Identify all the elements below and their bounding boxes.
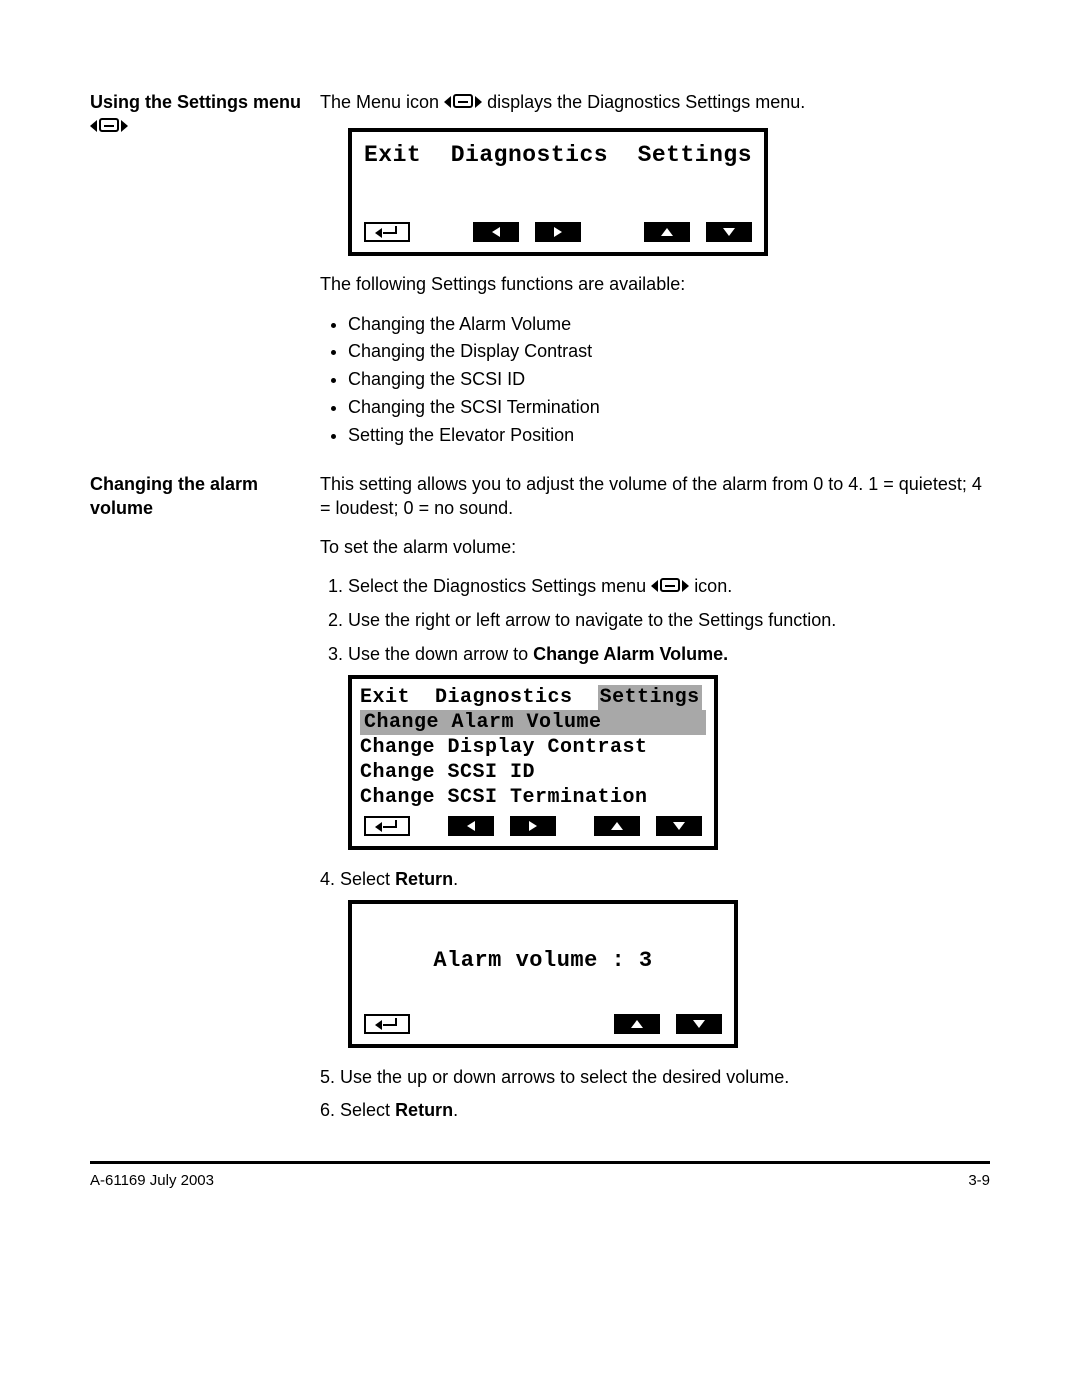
list-item: Changing the Display Contrast [348, 338, 990, 366]
intro-pre: The Menu icon [320, 92, 444, 112]
menu-icon [444, 94, 482, 111]
enter-button[interactable] [364, 222, 410, 242]
step-text: Use the down arrow to [348, 644, 533, 664]
lcd-settings-highlighted: Settings [598, 685, 702, 710]
lcd-panel-main: Exit Diagnostics Settings [348, 128, 768, 256]
lcd-exit: Exit [360, 686, 410, 709]
menu-icon [651, 578, 689, 595]
lcd-panel-alarm-volume: Alarm volume : 3 [348, 900, 738, 1048]
step-2: Use the right or left arrow to navigate … [348, 607, 990, 635]
footer-doc-id: A-61169 July 2003 [90, 1172, 214, 1189]
up-button[interactable] [614, 1014, 660, 1034]
step-bold: Change Alarm Volume. [533, 644, 728, 664]
body-alarm: This setting allows you to adjust the vo… [320, 472, 990, 1131]
enter-button[interactable] [364, 816, 410, 836]
menu-icon [90, 118, 128, 135]
lcd-row-highlighted: Change Alarm Volume [360, 710, 706, 735]
down-button[interactable] [656, 816, 702, 836]
down-button[interactable] [676, 1014, 722, 1034]
lcd-row: Change SCSI ID [360, 760, 706, 785]
functions-list: Changing the Alarm Volume Changing the D… [320, 311, 990, 450]
step-text: . [453, 1100, 458, 1120]
step-text: . [453, 869, 458, 889]
alarm-step-4: Select Return. [320, 866, 990, 894]
step-6: Select Return. [320, 1097, 990, 1125]
body-settings: The Menu icon displays the Diagnostics S… [320, 90, 990, 472]
lcd-button-row [352, 1014, 734, 1044]
step-5: Use the up or down arrows to select the … [320, 1064, 990, 1092]
step-text: Select [340, 1100, 395, 1120]
lcd-text: Exit Diagnostics Settings [352, 132, 764, 222]
alarm-steps-5to6: Use the up or down arrows to select the … [320, 1064, 990, 1126]
step-text: icon. [694, 576, 732, 596]
intro-line: The Menu icon displays the Diagnostics S… [320, 90, 990, 114]
alarm-p2: To set the alarm volume: [320, 535, 990, 559]
right-button[interactable] [510, 816, 556, 836]
lcd-row: Change Display Contrast [360, 735, 706, 760]
lcd-text: Exit Diagnostics Settings Change Alarm V… [352, 679, 714, 816]
left-button[interactable] [473, 222, 519, 242]
lcd-button-row [352, 816, 714, 846]
alarm-steps-1to3: Select the Diagnostics Settings menu ico… [320, 573, 990, 669]
list-item: Setting the Elevator Position [348, 422, 990, 450]
lcd-diag: Diagnostics [451, 142, 608, 168]
functions-intro: The following Settings functions are ava… [320, 272, 990, 296]
step-1: Select the Diagnostics Settings menu ico… [348, 573, 990, 601]
lcd-text: Alarm volume : 3 [352, 904, 734, 1014]
left-button[interactable] [448, 816, 494, 836]
side-heading-settings: Using the Settings menu [90, 90, 310, 472]
alarm-volume-value: Alarm volume : 3 [433, 948, 652, 973]
step-bold: Return [395, 1100, 453, 1120]
down-button[interactable] [706, 222, 752, 242]
list-item: Changing the SCSI ID [348, 366, 990, 394]
step-text: Select [340, 869, 395, 889]
step-3: Use the down arrow to Change Alarm Volum… [348, 641, 990, 669]
lcd-panel-settings-list: Exit Diagnostics Settings Change Alarm V… [348, 675, 718, 850]
heading-text: Using the Settings menu [90, 92, 301, 112]
alarm-p1: This setting allows you to adjust the vo… [320, 472, 990, 521]
lcd-settings: Settings [638, 142, 752, 168]
lcd-button-row [352, 222, 764, 252]
list-item: Changing the Alarm Volume [348, 311, 990, 339]
up-button[interactable] [644, 222, 690, 242]
intro-post: displays the Diagnostics Settings menu. [487, 92, 805, 112]
lcd-exit: Exit [364, 142, 421, 168]
side-heading-alarm: Changing the alarm volume [90, 472, 310, 1131]
lcd-diag: Diagnostics [435, 686, 573, 709]
list-item: Changing the SCSI Termination [348, 394, 990, 422]
content-grid: Using the Settings menu The Menu icon di… [90, 90, 990, 1131]
step-bold: Return [395, 869, 453, 889]
lcd-row: Change SCSI Termination [360, 785, 706, 810]
up-button[interactable] [594, 816, 640, 836]
footer-page-number: 3-9 [968, 1172, 990, 1189]
page-footer: A-61169 July 2003 3-9 [90, 1164, 990, 1189]
step-4: Select Return. [320, 866, 990, 894]
document-page: Using the Settings menu The Menu icon di… [0, 0, 1080, 1397]
enter-button[interactable] [364, 1014, 410, 1034]
step-text: Select the Diagnostics Settings menu [348, 576, 651, 596]
right-button[interactable] [535, 222, 581, 242]
